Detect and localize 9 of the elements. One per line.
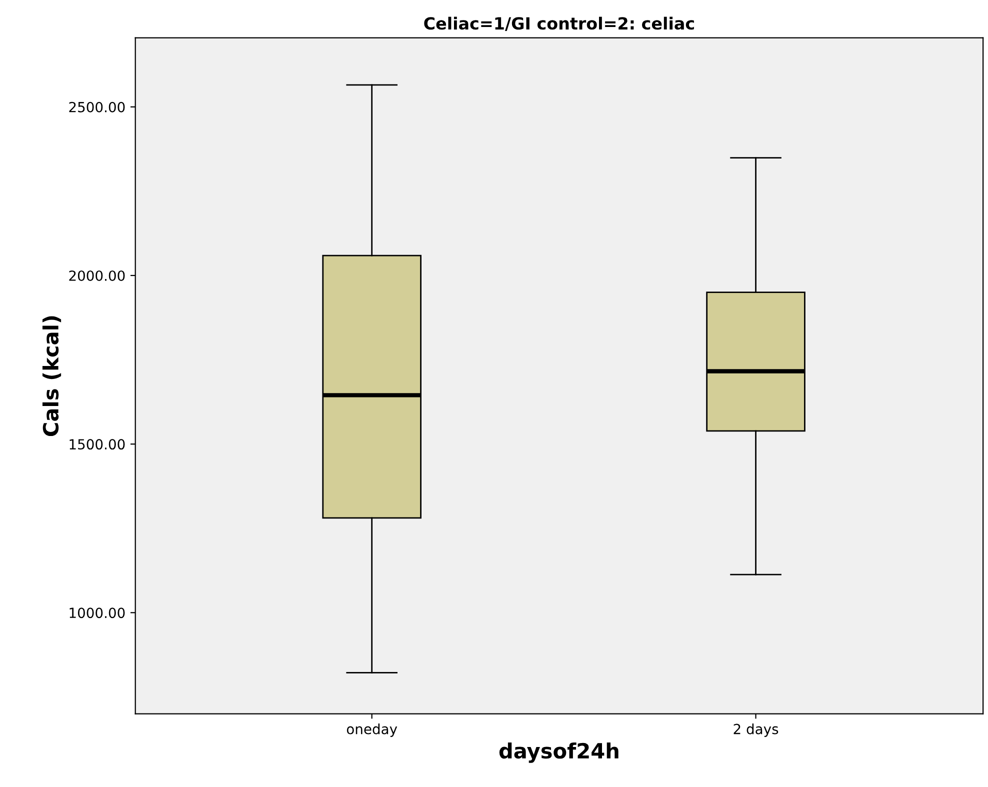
y-tick-label: 1500.00 (70, 439, 125, 450)
y-tick-label: 2500.00 (69, 102, 125, 112)
y-tick-label: 1000.00 (70, 608, 125, 618)
x-axis-title: daysof24h (499, 742, 618, 763)
y-tick-label: 2000.00 (69, 270, 125, 281)
x-tick-label: oneday (346, 724, 398, 737)
x-tick-label: 2 days (734, 724, 778, 737)
y-axis-title: Cals (kcal) (42, 316, 62, 436)
chart-title: Celiac=1/GI control=2: celiac (424, 16, 694, 31)
